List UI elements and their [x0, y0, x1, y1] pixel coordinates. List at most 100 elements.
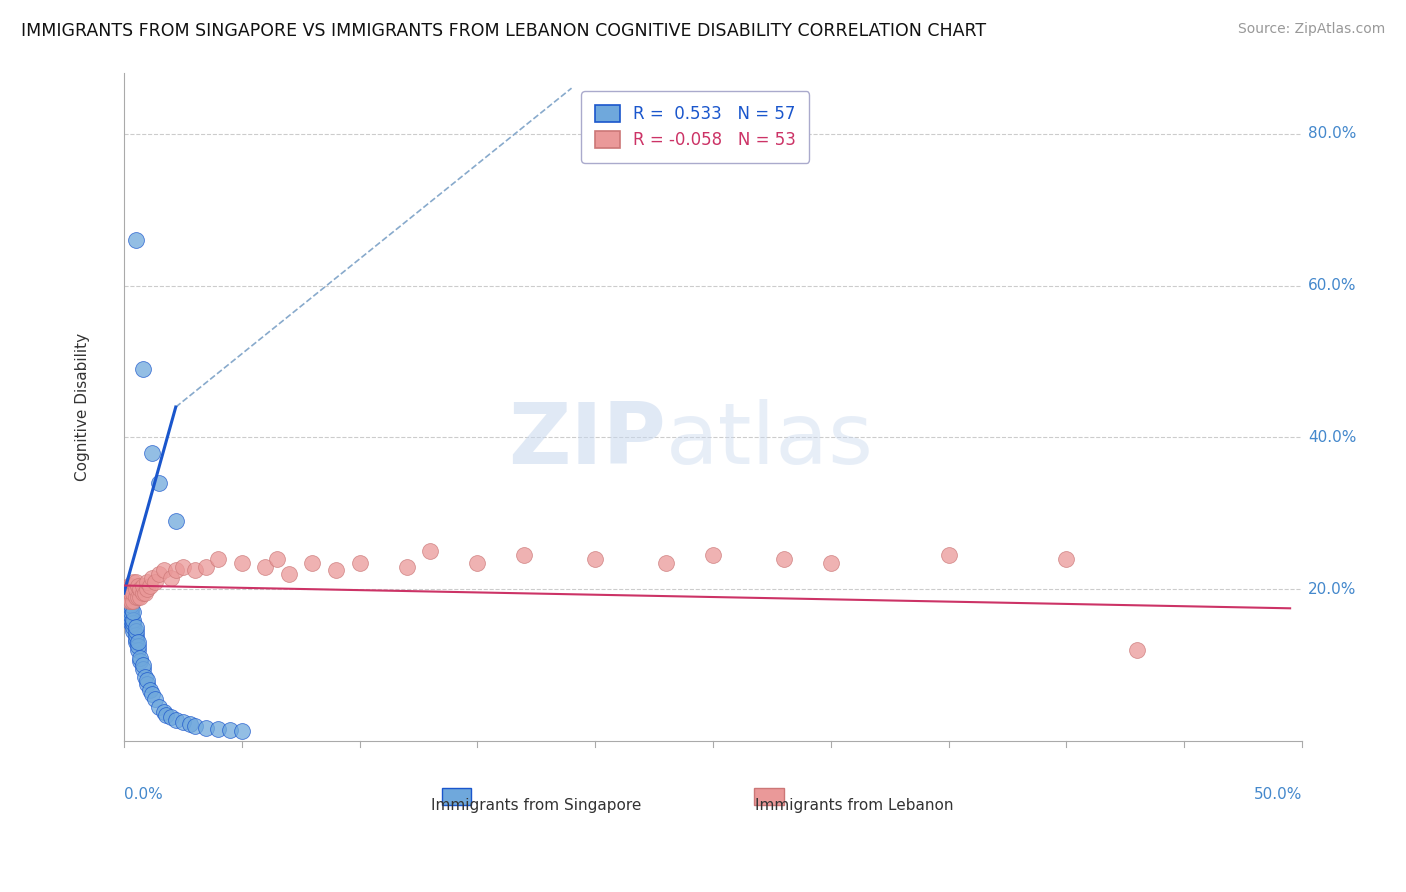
Point	[136, 574, 159, 589]
Point	[122, 586, 145, 600]
Point	[120, 586, 142, 600]
Point	[141, 571, 163, 585]
Point	[148, 475, 170, 490]
Point	[301, 556, 323, 570]
Point	[938, 548, 960, 562]
Point	[132, 578, 155, 592]
Point	[125, 574, 148, 589]
Point	[115, 586, 138, 600]
Point	[132, 586, 155, 600]
Point	[179, 717, 201, 731]
Point	[122, 624, 145, 638]
Point	[120, 613, 142, 627]
Point	[117, 601, 139, 615]
Point	[172, 715, 194, 730]
Point	[115, 590, 138, 604]
Point	[127, 643, 149, 657]
Point	[120, 593, 142, 607]
Text: 20.0%: 20.0%	[1308, 582, 1357, 597]
Point	[1054, 552, 1077, 566]
Point	[183, 719, 205, 733]
Point	[132, 362, 155, 376]
Text: 0.0%: 0.0%	[124, 787, 163, 802]
Point	[395, 559, 418, 574]
Point	[132, 662, 155, 676]
Point	[465, 556, 488, 570]
Point	[702, 548, 724, 562]
Point	[117, 586, 139, 600]
Text: 50.0%: 50.0%	[1254, 787, 1302, 802]
Point	[143, 574, 166, 589]
Point	[277, 567, 299, 582]
Text: atlas: atlas	[666, 399, 873, 482]
Point	[117, 598, 139, 612]
Point	[655, 556, 678, 570]
Point	[772, 552, 794, 566]
Point	[120, 601, 142, 615]
Point	[129, 582, 152, 597]
Text: 40.0%: 40.0%	[1308, 430, 1357, 445]
Text: Immigrants from Singapore: Immigrants from Singapore	[432, 798, 641, 813]
Point	[419, 544, 441, 558]
Point	[122, 613, 145, 627]
Point	[231, 556, 253, 570]
Text: Cognitive Disability: Cognitive Disability	[75, 333, 90, 481]
Point	[1126, 643, 1149, 657]
Point	[820, 556, 842, 570]
Point	[349, 556, 371, 570]
Point	[117, 590, 139, 604]
Point	[125, 632, 148, 646]
Point	[129, 650, 152, 665]
FancyBboxPatch shape	[441, 788, 471, 805]
Text: Immigrants from Lebanon: Immigrants from Lebanon	[755, 798, 953, 813]
Point	[122, 605, 145, 619]
Point	[141, 687, 163, 701]
Point	[129, 655, 152, 669]
Point	[160, 710, 183, 724]
Point	[125, 233, 148, 247]
Text: Source: ZipAtlas.com: Source: ZipAtlas.com	[1237, 22, 1385, 37]
Point	[125, 620, 148, 634]
Point	[153, 706, 176, 720]
Point	[195, 559, 218, 574]
Point	[134, 670, 156, 684]
Point	[120, 578, 142, 592]
Point	[120, 608, 142, 623]
Point	[207, 552, 229, 566]
Point	[127, 635, 149, 649]
Point	[117, 586, 139, 600]
Point	[125, 628, 148, 642]
Point	[139, 682, 162, 697]
Point	[129, 590, 152, 604]
Point	[143, 692, 166, 706]
Point	[122, 593, 145, 607]
Point	[122, 616, 145, 631]
Point	[160, 571, 183, 585]
Point	[513, 548, 536, 562]
Point	[125, 635, 148, 649]
Point	[155, 707, 177, 722]
Point	[115, 582, 138, 597]
Point	[117, 605, 139, 619]
Point	[125, 582, 148, 597]
Point	[120, 598, 142, 612]
Point	[120, 605, 142, 619]
Point	[127, 578, 149, 592]
Text: 60.0%: 60.0%	[1308, 278, 1357, 293]
Point	[165, 713, 187, 727]
Point	[115, 590, 138, 604]
Point	[120, 616, 142, 631]
Point	[132, 658, 155, 673]
Point	[125, 590, 148, 604]
Point	[195, 721, 218, 735]
Point	[165, 563, 187, 577]
Text: ZIP: ZIP	[508, 399, 666, 482]
Legend: R =  0.533   N = 57, R = -0.058   N = 53: R = 0.533 N = 57, R = -0.058 N = 53	[581, 91, 810, 162]
Point	[139, 578, 162, 592]
Point	[254, 559, 277, 574]
Point	[172, 559, 194, 574]
Point	[583, 552, 606, 566]
Point	[120, 593, 142, 607]
Point	[117, 608, 139, 623]
Point	[183, 563, 205, 577]
